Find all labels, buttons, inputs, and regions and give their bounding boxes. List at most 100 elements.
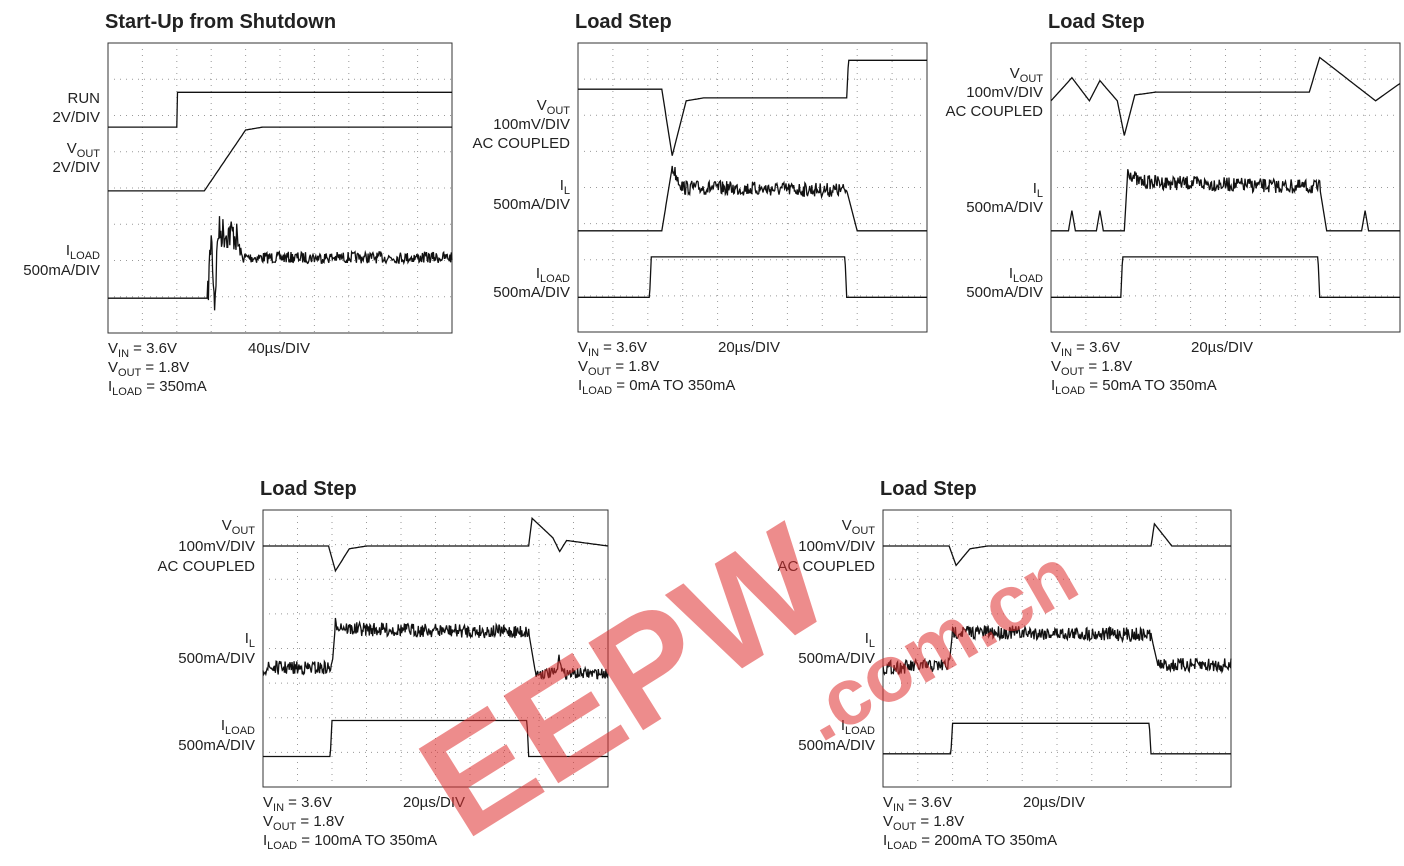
panel-title: Load Step — [260, 478, 357, 500]
label-line: 100mV/DIV — [493, 116, 570, 133]
label-line: ILOAD = 200mA TO 350mA — [883, 832, 1057, 852]
label-after: = 3.6V — [599, 339, 647, 356]
label-line: 2V/DIV — [52, 159, 100, 176]
label-main: V — [883, 813, 893, 830]
label-subscript: IN — [893, 802, 904, 814]
label-line: VOUT — [842, 517, 876, 537]
label-line: ILOAD — [66, 242, 100, 262]
label-line: VOUT = 1.8V — [263, 813, 344, 833]
label-main: AC COUPLED — [157, 558, 255, 575]
label-main: 500mA/DIV — [966, 199, 1043, 216]
label-after: = 3.6V — [129, 340, 177, 357]
label-line: ILOAD = 350mA — [108, 378, 207, 398]
label-subscript: OUT — [1061, 366, 1085, 378]
figure-page: Start-Up from ShutdownRUN2V/DIVVOUT2V/DI… — [0, 0, 1404, 861]
label-line: 500mA/DIV — [966, 199, 1043, 216]
label-main: 500mA/DIV — [493, 284, 570, 301]
label-subscript: LOAD — [225, 725, 255, 737]
label-subscript: IN — [1061, 347, 1072, 359]
scope-panel: Start-Up from ShutdownRUN2V/DIVVOUT2V/DI… — [23, 11, 452, 398]
label-subscript: OUT — [588, 366, 612, 378]
label-line: VIN = 3.6V — [883, 794, 952, 814]
label-after: = 350mA — [142, 378, 207, 395]
timebase: 20µs/DIV — [718, 339, 780, 356]
label-main: RUN — [68, 90, 101, 107]
panel-title: Load Step — [575, 11, 672, 33]
label-main: V — [263, 794, 273, 811]
label-after: = 100mA TO 350mA — [297, 832, 437, 849]
label-line: VIN = 3.6V — [578, 339, 647, 359]
label-line: AC COUPLED — [945, 103, 1043, 120]
label-subscript: LOAD — [887, 840, 917, 852]
label-line: ILOAD — [221, 717, 255, 737]
label-line: VOUT — [222, 517, 256, 537]
label-after: = 1.8V — [296, 813, 344, 830]
label-line: RUN — [68, 90, 101, 107]
label-line: 500mA/DIV — [178, 737, 255, 754]
label-line: ILOAD = 0mA TO 350mA — [578, 377, 735, 397]
label-line: VOUT — [67, 140, 101, 160]
label-main: V — [1010, 65, 1020, 82]
label-after: = 0mA TO 350mA — [612, 377, 735, 394]
label-main: V — [578, 358, 588, 375]
label-line: VOUT = 1.8V — [883, 813, 964, 833]
label-subscript: LOAD — [582, 385, 612, 397]
label-subscript: LOAD — [70, 250, 100, 262]
label-subscript: OUT — [852, 525, 876, 537]
label-line: 2V/DIV — [52, 109, 100, 126]
label-line: AC COUPLED — [157, 558, 255, 575]
scope-panel: Load StepVOUT100mV/DIVAC COUPLEDIL500mA/… — [945, 11, 1400, 397]
label-main: 500mA/DIV — [178, 650, 255, 667]
label-main: V — [883, 794, 893, 811]
label-main: AC COUPLED — [472, 135, 570, 152]
label-line: VOUT = 1.8V — [108, 359, 189, 379]
label-line: VOUT — [537, 97, 571, 117]
label-subscript: IN — [118, 348, 129, 360]
label-subscript: LOAD — [267, 840, 297, 852]
panel-title: Load Step — [880, 478, 977, 500]
label-after: = 1.8V — [611, 358, 659, 375]
label-main: V — [67, 140, 77, 157]
label-line: VIN = 3.6V — [108, 340, 177, 360]
label-line: 100mV/DIV — [178, 538, 255, 555]
label-line: VOUT — [1010, 65, 1044, 85]
label-main: 100mV/DIV — [493, 116, 570, 133]
label-subscript: OUT — [232, 525, 256, 537]
label-main: AC COUPLED — [945, 103, 1043, 120]
panel-title: Load Step — [1048, 11, 1145, 33]
label-subscript: OUT — [118, 367, 142, 379]
label-main: 2V/DIV — [52, 109, 100, 126]
label-line: VOUT = 1.8V — [1051, 358, 1132, 378]
panel-title: Start-Up from Shutdown — [105, 11, 336, 33]
label-main: 2V/DIV — [52, 159, 100, 176]
label-subscript: LOAD — [1055, 385, 1085, 397]
label-main: V — [222, 517, 232, 534]
label-line: VIN = 3.6V — [1051, 339, 1120, 359]
label-after: = 50mA TO 350mA — [1085, 377, 1217, 394]
label-line: VOUT = 1.8V — [578, 358, 659, 378]
label-main: V — [108, 340, 118, 357]
label-line: ILOAD — [1009, 265, 1043, 285]
label-after: = 3.6V — [284, 794, 332, 811]
label-after: = 1.8V — [1084, 358, 1132, 375]
label-main: 500mA/DIV — [23, 262, 100, 279]
label-line: IL — [245, 630, 255, 650]
label-line: 500mA/DIV — [178, 650, 255, 667]
label-main: V — [578, 339, 588, 356]
label-main: V — [263, 813, 273, 830]
label-line: IL — [560, 177, 570, 197]
label-line: 100mV/DIV — [966, 84, 1043, 101]
label-line: 100mV/DIV — [798, 538, 875, 555]
label-line: 500mA/DIV — [23, 262, 100, 279]
label-main: 500mA/DIV — [178, 737, 255, 754]
label-subscript: LOAD — [112, 386, 142, 398]
label-line: 500mA/DIV — [493, 196, 570, 213]
label-line: ILOAD = 100mA TO 350mA — [263, 832, 437, 852]
label-main: 100mV/DIV — [966, 84, 1043, 101]
label-subscript: OUT — [273, 821, 297, 833]
label-line: 500mA/DIV — [966, 284, 1043, 301]
label-after: = 200mA TO 350mA — [917, 832, 1057, 849]
label-line: ILOAD — [536, 265, 570, 285]
timebase: 20µs/DIV — [1191, 339, 1253, 356]
